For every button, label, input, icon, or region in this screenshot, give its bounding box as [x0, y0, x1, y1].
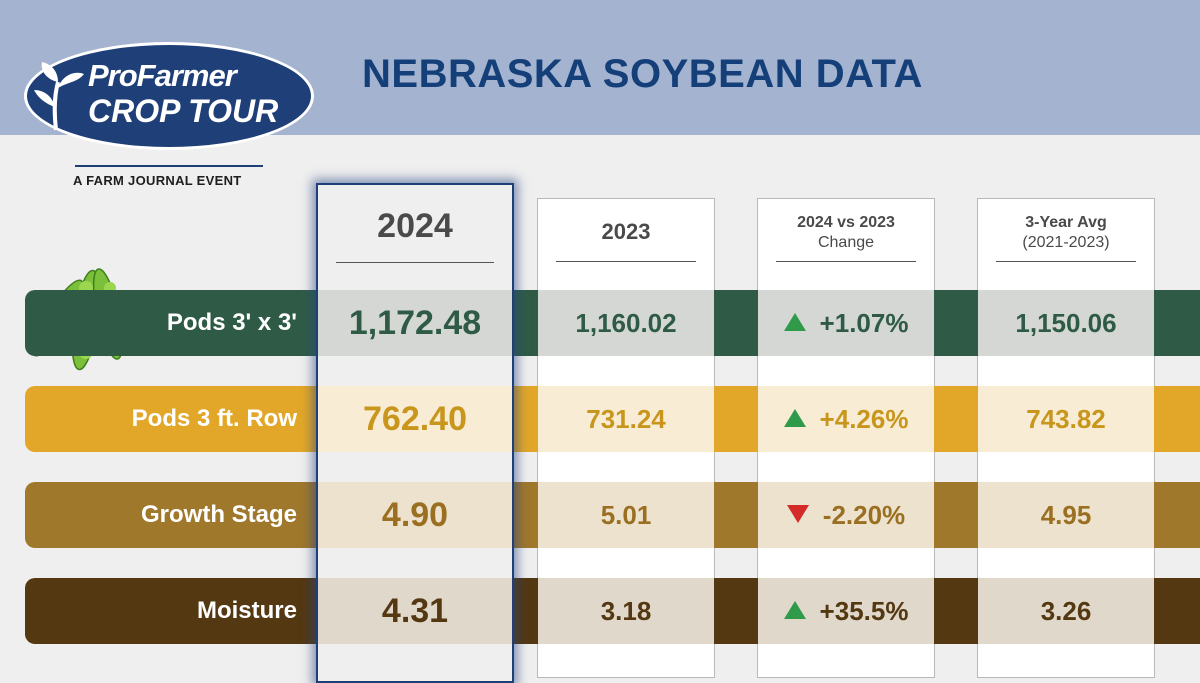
header-avg-title: 3-Year Avg — [1025, 214, 1107, 231]
cell-3yr-avg: 1,150.06 — [978, 290, 1154, 356]
change-value: +1.07% — [819, 308, 909, 338]
cell-value: 4.90 — [381, 496, 449, 534]
logo-subtitle: A FARM JOURNAL EVENT — [73, 173, 242, 188]
page-title: NEBRASKA SOYBEAN DATA — [362, 52, 923, 96]
row-label: Pods 3 ft. Row — [131, 405, 297, 432]
cell-3yr-avg: 743.82 — [978, 386, 1154, 452]
cell-2024: 1,172.48 — [318, 290, 512, 356]
header-avg-sub: (2021-2023) — [1022, 234, 1110, 251]
cell-value: 743.82 — [1026, 404, 1106, 434]
header-rule — [336, 262, 494, 263]
header-2023: 2023 — [601, 219, 651, 244]
sprout-icon — [34, 62, 84, 131]
cell-value: 1,160.02 — [575, 308, 677, 338]
cell-3yr-avg: 4.95 — [978, 482, 1154, 548]
cell-3yr-avg: 3.26 — [978, 578, 1154, 644]
change-value: +4.26% — [819, 404, 909, 434]
row-label: Moisture — [196, 597, 297, 624]
cell-2024: 762.40 — [318, 386, 512, 452]
up-arrow-icon — [783, 409, 806, 428]
header-change-sub: Change — [817, 234, 875, 251]
row-label: Pods 3' x 3' — [166, 309, 297, 336]
cell-change: +35.5% — [758, 578, 934, 644]
cell-value: 731.24 — [586, 404, 666, 434]
cell-value: 3.26 — [1040, 596, 1092, 626]
header-rule — [776, 261, 916, 262]
cell-2023: 5.01 — [538, 482, 714, 548]
column-2024: 2024 — [316, 183, 514, 683]
logo-divider — [75, 165, 263, 167]
cell-change: +1.07% — [758, 290, 934, 356]
cell-value: 1,172.48 — [348, 304, 482, 342]
cell-2023: 1,160.02 — [538, 290, 714, 356]
cell-change: -2.20% — [758, 482, 934, 548]
logo-badge — [24, 42, 314, 150]
cell-value: 4.31 — [381, 592, 449, 630]
up-arrow-icon — [783, 601, 806, 620]
cell-value: 762.40 — [363, 400, 467, 438]
logo-crop-tour: CROP TOUR — [88, 93, 279, 129]
row-label: Growth Stage — [140, 501, 297, 528]
change-value: -2.20% — [822, 500, 906, 530]
down-arrow-icon — [786, 505, 809, 524]
header-2024: 2024 — [377, 207, 453, 245]
cell-2024: 4.90 — [318, 482, 512, 548]
cell-value: 4.95 — [1040, 500, 1092, 530]
change-value: +35.5% — [819, 596, 909, 626]
cell-change: +4.26% — [758, 386, 934, 452]
header-rule — [556, 261, 696, 262]
cell-2024: 4.31 — [318, 578, 512, 644]
cell-2023: 3.18 — [538, 578, 714, 644]
header-change-title: 2024 vs 2023 — [797, 214, 895, 231]
cell-2023: 731.24 — [538, 386, 714, 452]
up-arrow-icon — [783, 313, 806, 332]
cell-value: 1,150.06 — [1015, 308, 1117, 338]
header-rule — [996, 261, 1136, 262]
logo-wordmark: ProFarmer — [88, 58, 237, 93]
cell-value: 5.01 — [600, 500, 652, 530]
cell-value: 3.18 — [600, 596, 652, 626]
